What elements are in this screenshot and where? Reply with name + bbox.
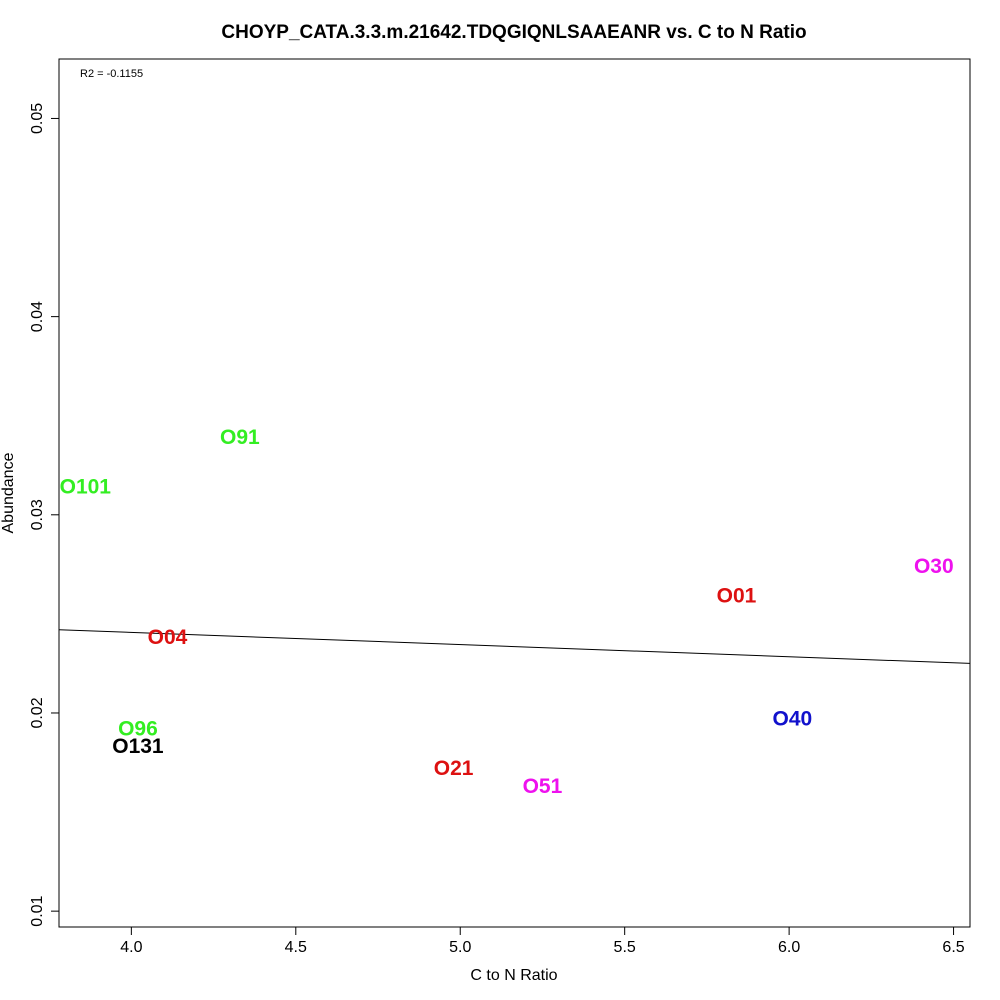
point-label: O01 (717, 585, 757, 608)
y-axis-label: Abundance (0, 452, 17, 533)
point-label: O91 (220, 426, 260, 449)
point-label: O30 (914, 555, 954, 578)
x-axis: 4.0 4.5 5.0 5.5 6.0 6.5 (120, 926, 965, 956)
point-label: O101 (60, 476, 112, 499)
x-tick-label: 5.0 (449, 939, 471, 956)
x-axis-label: C to N Ratio (470, 967, 557, 984)
point-label: O131 (112, 735, 164, 758)
y-tick-label: 0.04 (29, 301, 46, 332)
regression-line (58, 629, 971, 664)
x-tick-label: 6.5 (942, 939, 964, 956)
point-label: O40 (773, 707, 813, 730)
point-label: O51 (523, 775, 563, 798)
plot-frame (58, 58, 971, 928)
y-tick-label: 0.05 (29, 103, 46, 134)
r2-annotation: R2 = -0.1155 (80, 68, 143, 80)
point-label: O96 (118, 717, 158, 740)
point-label: O04 (148, 626, 188, 649)
x-tick-label: 5.5 (614, 939, 636, 956)
y-tick-label: 0.03 (29, 499, 46, 530)
point-label: O21 (434, 757, 474, 780)
chart-title: CHOYP_CATA.3.3.m.21642.TDQGIQNLSAAEANR v… (221, 22, 806, 43)
y-axis: 0.01 0.02 0.03 0.04 0.05 (29, 103, 60, 927)
x-tick-label: 4.0 (120, 939, 142, 956)
x-tick-label: 4.5 (285, 939, 307, 956)
x-tick-label: 6.0 (778, 939, 800, 956)
y-tick-label: 0.02 (29, 697, 46, 728)
y-tick-label: 0.01 (29, 895, 46, 926)
regression-line-group (58, 629, 971, 664)
